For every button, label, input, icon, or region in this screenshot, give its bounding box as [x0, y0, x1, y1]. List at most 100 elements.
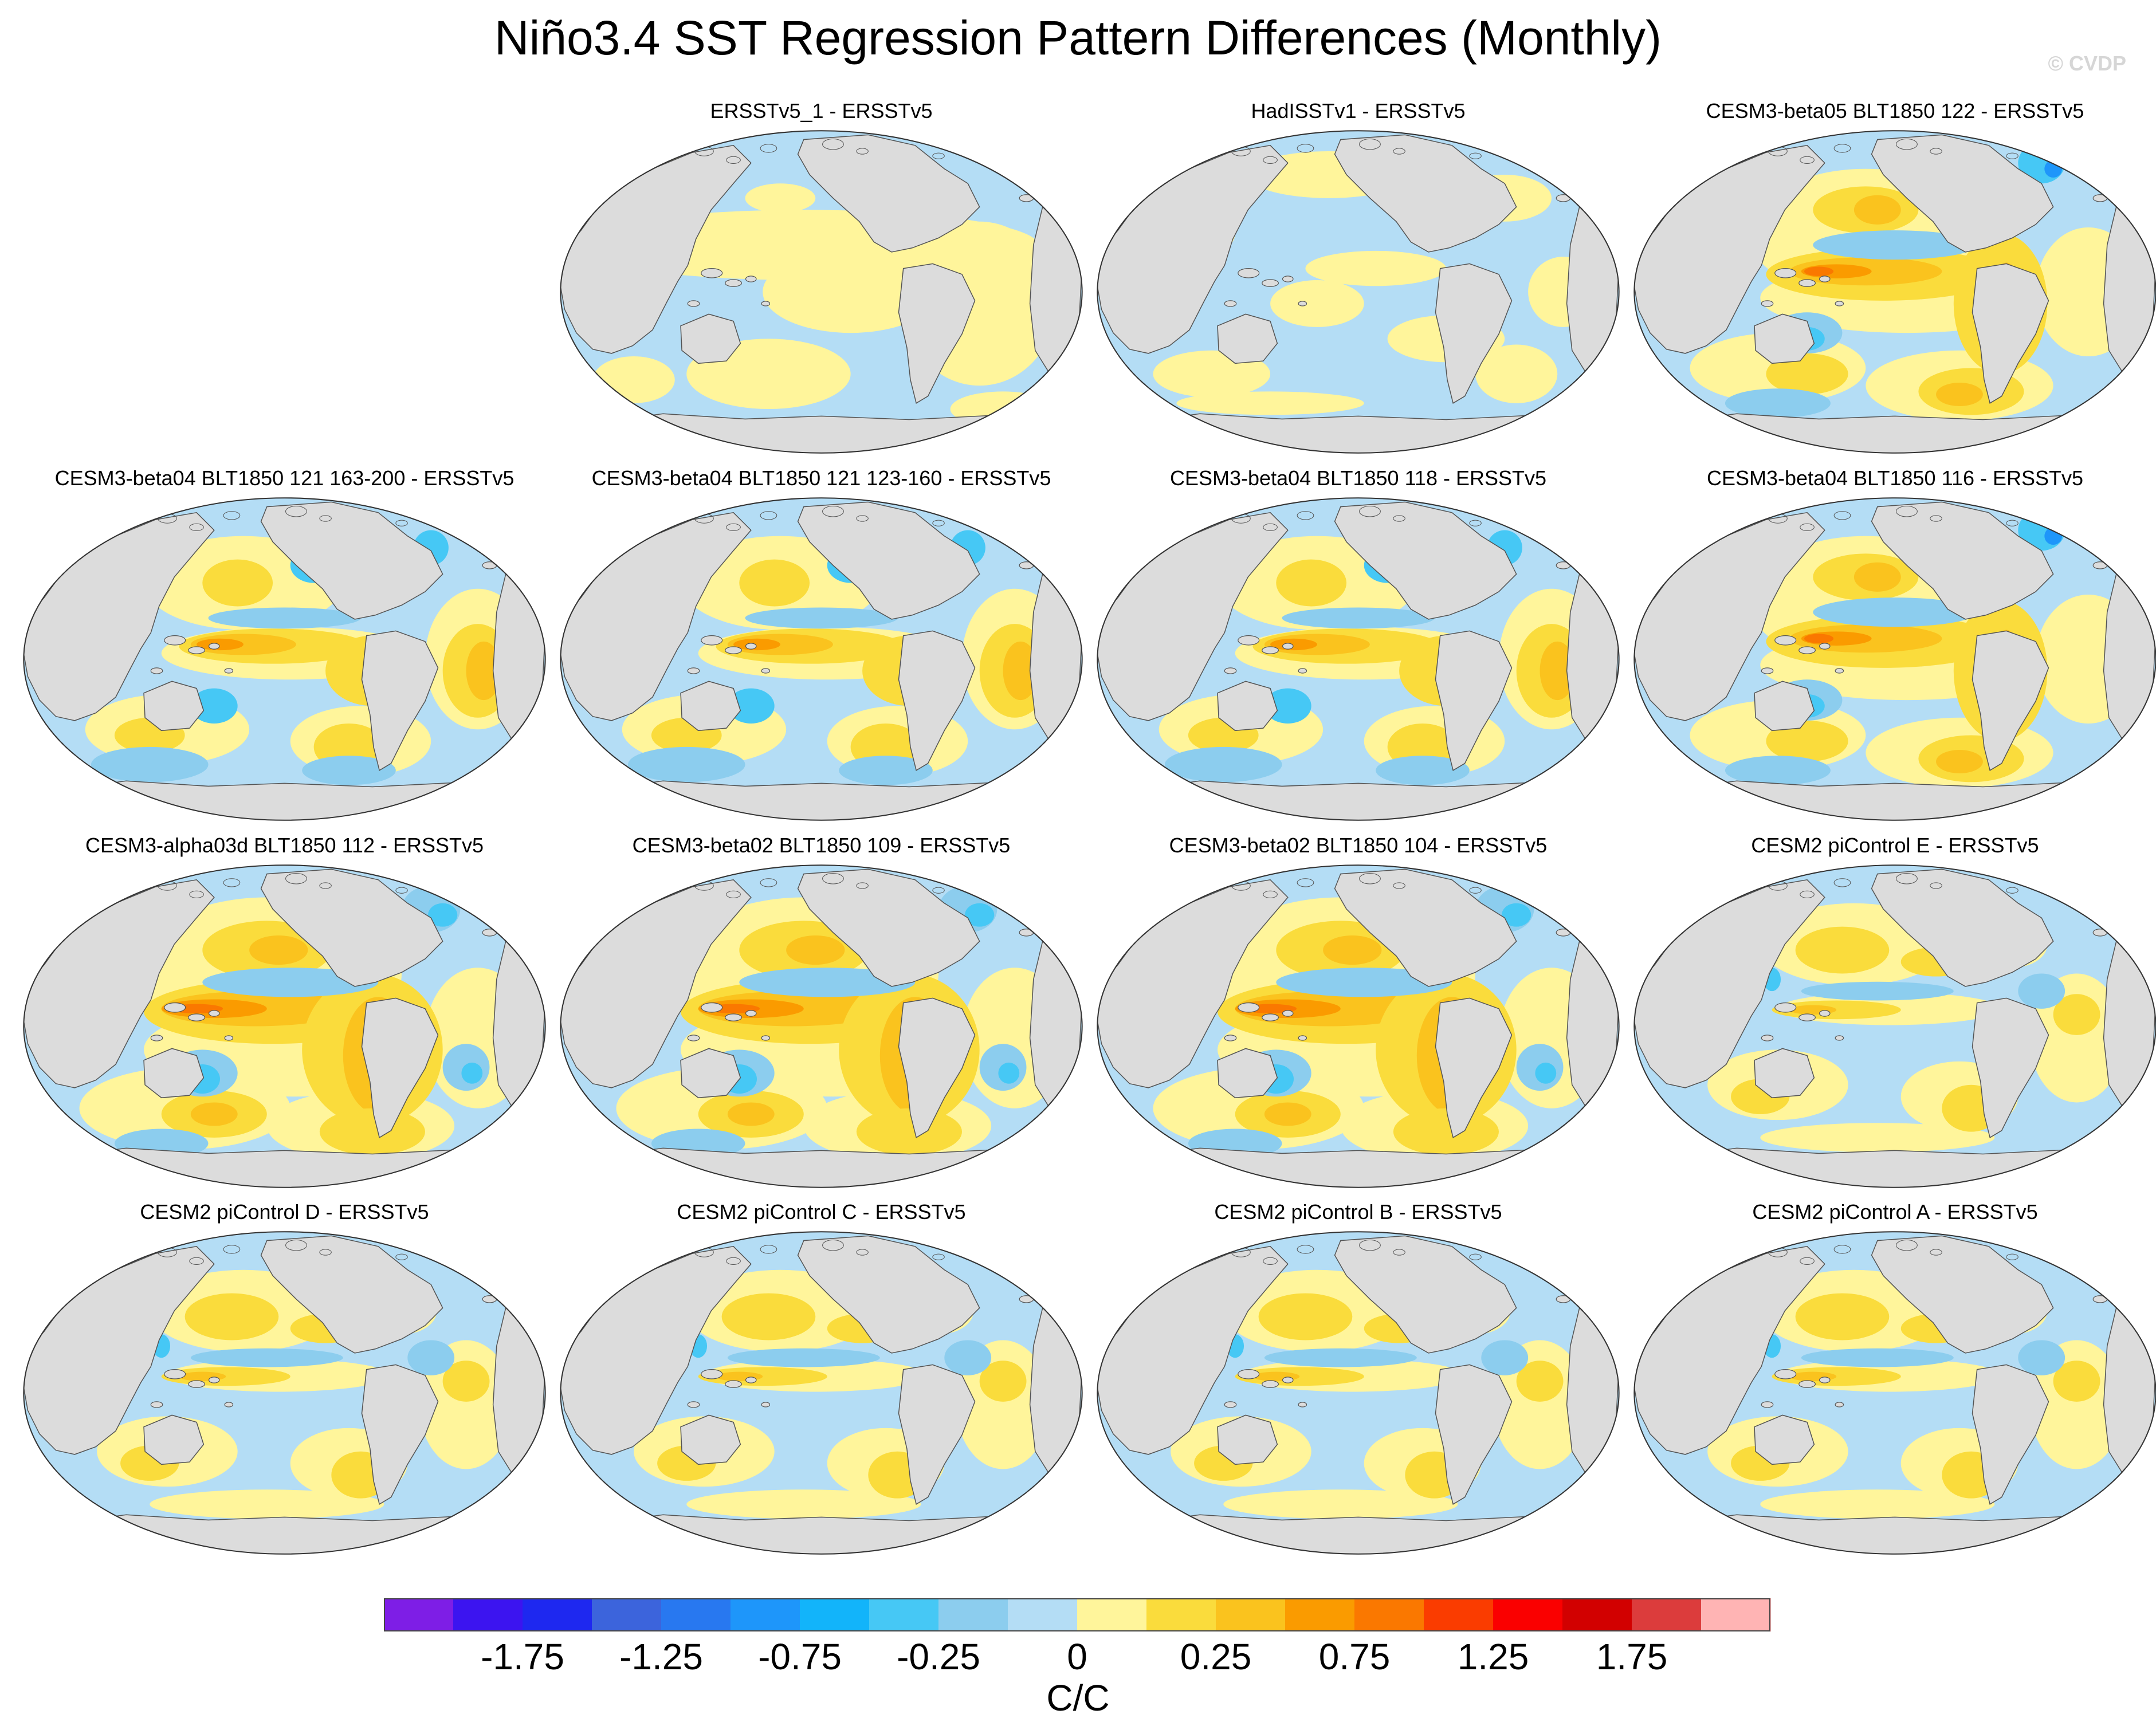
island	[725, 1380, 743, 1388]
map-projection	[1633, 864, 2156, 1188]
arctic-island-outline	[423, 509, 438, 517]
arctic-island-outline	[2006, 520, 2018, 526]
island	[2061, 526, 2074, 534]
island	[1774, 268, 1797, 278]
island	[450, 893, 464, 902]
land-mass	[49, 1514, 526, 1554]
arctic-island-outline	[932, 152, 945, 159]
land-mass	[1029, 200, 1082, 375]
island	[164, 635, 186, 646]
land-mass	[1566, 200, 1619, 375]
colorbar-tick-label: 0	[1067, 1636, 1087, 1677]
land-mass	[2103, 934, 2156, 1109]
island	[188, 646, 206, 654]
arctic-island-outline	[1469, 152, 1482, 159]
sst-anomaly-contour	[721, 1293, 816, 1340]
land-mass	[361, 630, 439, 772]
colorbar-swatch	[592, 1598, 662, 1631]
land-mass	[49, 780, 526, 820]
map-border	[560, 864, 1083, 1188]
sst-anomaly-contour	[727, 1348, 880, 1367]
land-mass	[680, 313, 741, 364]
land-mass	[1754, 681, 1815, 732]
island	[1761, 300, 1774, 307]
land-mass	[1217, 1414, 1278, 1465]
arctic-island-outline	[2006, 152, 2018, 159]
land-mass	[1871, 501, 2054, 620]
island	[1835, 1035, 1844, 1041]
island	[1298, 301, 1307, 306]
map-projection	[1097, 130, 1620, 454]
colorbar-swatch	[384, 1598, 454, 1631]
land-mass	[260, 501, 443, 620]
island	[745, 643, 757, 650]
map-panel: CESM3-beta04 BLT1850 118 - ERSSTv5	[1090, 466, 1627, 832]
sst-anomaly-contour	[202, 968, 379, 997]
land-mass	[797, 868, 980, 987]
panel-title: CESM2 piControl D - ERSSTv5	[140, 1200, 429, 1224]
land-mass	[586, 780, 1063, 820]
sst-anomaly-contour	[2018, 973, 2065, 1009]
land-mass	[143, 681, 205, 732]
arctic-island-outline	[960, 876, 975, 884]
island	[150, 667, 163, 674]
arctic-island-outline	[1297, 511, 1314, 520]
colorbar-swatch	[1424, 1598, 1494, 1631]
sst-anomaly-contour	[1270, 280, 1364, 327]
arctic-island-outline	[822, 139, 844, 150]
island	[687, 1035, 700, 1041]
sst-anomaly-contour	[2053, 994, 2100, 1035]
arctic-island-outline	[1833, 1245, 1851, 1254]
map-border	[23, 1231, 546, 1555]
colorbar-swatch	[1562, 1598, 1632, 1631]
colorbar-tick-label: 0.75	[1318, 1636, 1391, 1677]
map-panel: CESM2 piControl D - ERSSTv5	[16, 1200, 553, 1566]
sst-anomaly-contour	[1223, 1489, 1458, 1519]
arctic-island-outline	[1497, 1243, 1512, 1251]
island	[745, 1010, 757, 1017]
island	[1262, 1380, 1279, 1388]
land-mass	[898, 630, 976, 772]
island	[1761, 1401, 1774, 1408]
arctic-island-outline	[1469, 887, 1482, 894]
island	[1819, 1377, 1831, 1383]
island	[701, 1002, 723, 1013]
sst-anomaly-contour	[627, 746, 745, 783]
map-panel: CESM3-alpha03d BLT1850 112 - ERSSTv5	[16, 833, 553, 1200]
island	[1774, 1369, 1797, 1379]
arctic-island-outline	[395, 887, 408, 894]
island	[1798, 1013, 1816, 1021]
arctic-island-outline	[223, 1245, 241, 1254]
arctic-island-outline	[1297, 878, 1314, 887]
sst-anomaly-contour	[1540, 641, 1575, 701]
arctic-island-outline	[1896, 139, 1918, 150]
sst-anomaly-contour	[202, 559, 273, 607]
island	[1774, 635, 1797, 646]
map-panel: CESM3-beta05 BLT1850 122 - ERSSTv5	[1627, 99, 2156, 465]
arctic-island-outline	[1263, 523, 1278, 532]
arctic-island-outline	[1497, 876, 1512, 884]
colorbar-swatch	[869, 1598, 939, 1631]
map-border	[1097, 130, 1620, 454]
land-mass	[2103, 567, 2156, 742]
land-mass	[2103, 1301, 2156, 1476]
map-panel: CESM3-beta02 BLT1850 109 - ERSSTv5	[553, 833, 1090, 1200]
arctic-island-outline	[1800, 890, 1815, 899]
island	[450, 526, 464, 534]
island	[224, 1035, 234, 1041]
arctic-island-outline	[760, 878, 777, 887]
arctic-island-outline	[822, 506, 844, 517]
map-projection	[23, 864, 546, 1188]
sst-anomaly-contour	[190, 1348, 343, 1367]
map-panel: CESM3-beta04 BLT1850 121 163-200 - ERSST…	[16, 466, 553, 832]
island	[687, 667, 700, 674]
panel-title: CESM3-beta05 BLT1850 122 - ERSSTv5	[1706, 99, 2084, 123]
island	[1262, 646, 1279, 654]
arctic-island-outline	[285, 506, 307, 517]
arctic-island-outline	[223, 511, 241, 520]
arctic-island-outline	[856, 1249, 869, 1256]
figure-title: Niño3.4 SST Regression Pattern Differenc…	[494, 11, 1662, 65]
arctic-island-outline	[2006, 1253, 2018, 1260]
island	[208, 643, 220, 650]
island	[164, 1369, 186, 1379]
